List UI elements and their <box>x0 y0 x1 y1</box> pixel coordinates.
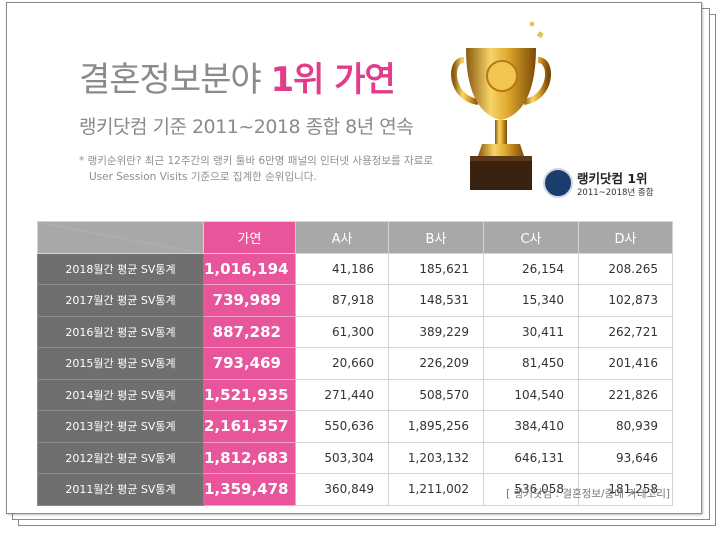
row-label: 2015월간 평균 SV통계 <box>37 347 204 380</box>
a-value: 41,186 <box>295 252 389 285</box>
a-value: 61,300 <box>295 315 389 348</box>
b-value: 185,621 <box>388 252 484 285</box>
a-value: 503,304 <box>295 441 389 474</box>
sv-statistics-table: 가연 A사 B사 C사 D사 2018월간 평균 SV통계 1,016,194 … <box>37 221 673 506</box>
gayeon-value: 2,161,357 <box>203 410 296 443</box>
a-value: 271,440 <box>295 378 389 411</box>
table-row: 2015월간 평균 SV통계 793,469 20,660 226,209 81… <box>37 347 673 380</box>
column-header-a: A사 <box>295 221 389 254</box>
d-value: 181,258 <box>578 473 673 506</box>
b-value: 148,531 <box>388 284 484 317</box>
c-value: 104,540 <box>483 378 579 411</box>
badge-years: 2011~2018년 종합 <box>577 188 654 198</box>
note-line-1: * 랭키순위란? 최근 12주간의 랭키 툴바 6만명 패널의 인터넷 사용정보… <box>79 155 434 167</box>
column-header-d: D사 <box>578 221 673 254</box>
b-value: 1,211,002 <box>388 473 484 506</box>
gayeon-value: 1,812,683 <box>203 441 296 474</box>
c-value: 30,411 <box>483 315 579 348</box>
d-value: 262,721 <box>578 315 673 348</box>
source-caption: [ 랭키닷컴 : 결혼정보/중매 카테고리] <box>506 488 670 500</box>
row-label: 2017월간 평균 SV통계 <box>37 284 204 317</box>
b-value: 1,895,256 <box>388 410 484 443</box>
column-header-gayeon: 가연 <box>203 221 296 254</box>
gayeon-value: 887,282 <box>203 315 296 348</box>
gayeon-value: 793,469 <box>203 347 296 380</box>
row-label: 2012월간 평균 SV통계 <box>37 441 204 474</box>
table-row: 2014월간 평균 SV통계 1,521,935 271,440 508,570… <box>37 378 673 411</box>
row-label: 2016월간 평균 SV통계 <box>37 315 204 348</box>
c-value: 81,450 <box>483 347 579 380</box>
table-row: 2018월간 평균 SV통계 1,016,194 41,186 185,621 … <box>37 252 673 285</box>
a-value: 360,849 <box>295 473 389 506</box>
a-value: 550,636 <box>295 410 389 443</box>
trophy-icon <box>450 21 552 190</box>
b-value: 226,209 <box>388 347 484 380</box>
table-row: 2011월간 평균 SV통계 1,359,478 360,849 1,211,0… <box>37 473 673 506</box>
d-value: 93,646 <box>578 441 673 474</box>
c-value: 536,058 <box>483 473 579 506</box>
rankey-badge-icon <box>543 168 573 198</box>
d-value: 201,416 <box>578 347 673 380</box>
c-value: 15,340 <box>483 284 579 317</box>
badge-title: 랭키닷컴 1위 <box>577 171 648 186</box>
d-value: 102,873 <box>578 284 673 317</box>
d-value: 80,939 <box>578 410 673 443</box>
page-title: 결혼정보분야 1위 가연 <box>79 52 396 101</box>
gayeon-value: 1,016,194 <box>203 252 296 285</box>
d-value: 208.265 <box>578 252 673 285</box>
row-label: 2018월간 평균 SV통계 <box>37 252 204 285</box>
table-corner-cell <box>37 221 204 254</box>
c-value: 646,131 <box>483 441 579 474</box>
row-label: 2013월간 평균 SV통계 <box>37 410 204 443</box>
gayeon-value: 1,521,935 <box>203 378 296 411</box>
title-main: 결혼정보분야 <box>79 60 271 100</box>
c-value: 26,154 <box>483 252 579 285</box>
row-label: 2014월간 평균 SV통계 <box>37 378 204 411</box>
b-value: 508,570 <box>388 378 484 411</box>
note-line-2: User Session Visits 기준으로 집계한 순위입니다. <box>89 171 317 183</box>
column-header-b: B사 <box>388 221 484 254</box>
gayeon-value: 1,359,478 <box>203 473 296 506</box>
a-value: 87,918 <box>295 284 389 317</box>
column-header-c: C사 <box>483 221 579 254</box>
b-value: 389,229 <box>388 315 484 348</box>
table-header-row: 가연 A사 B사 C사 D사 <box>37 221 673 254</box>
rankey-badge: 랭키닷컴 1위 2011~2018년 종합 <box>543 166 673 206</box>
ranking-note: * 랭키순위란? 최근 12주간의 랭키 툴바 6만명 패널의 인터넷 사용정보… <box>79 153 433 185</box>
c-value: 384,410 <box>483 410 579 443</box>
d-value: 221,826 <box>578 378 673 411</box>
table-row: 2017월간 평균 SV통계 739,989 87,918 148,531 15… <box>37 284 673 317</box>
b-value: 1,203,132 <box>388 441 484 474</box>
a-value: 20,660 <box>295 347 389 380</box>
table-row: 2012월간 평균 SV통계 1,812,683 503,304 1,203,1… <box>37 441 673 474</box>
page-subtitle: 랭키닷컴 기준 2011~2018 종합 8년 연속 <box>79 116 414 138</box>
table-row: 2013월간 평균 SV통계 2,161,357 550,636 1,895,2… <box>37 410 673 443</box>
row-label: 2011월간 평균 SV통계 <box>37 473 204 506</box>
title-highlight: 1위 가연 <box>270 60 396 100</box>
table-row: 2016월간 평균 SV통계 887,282 61,300 389,229 30… <box>37 315 673 348</box>
gayeon-value: 739,989 <box>203 284 296 317</box>
